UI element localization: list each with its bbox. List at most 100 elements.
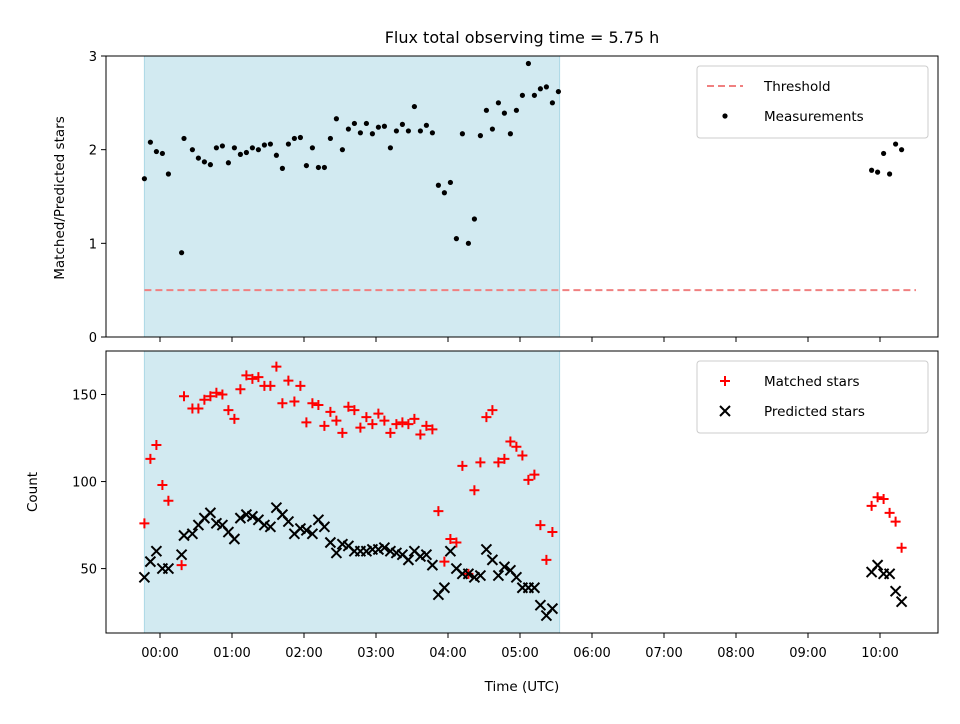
measurement-point bbox=[447, 179, 453, 186]
measurement-point bbox=[249, 145, 255, 151]
matched-stars-point bbox=[205, 391, 216, 402]
measurement-point bbox=[231, 145, 237, 151]
measurement-point bbox=[501, 110, 507, 116]
measurement-point bbox=[381, 123, 387, 129]
predicted-stars-point bbox=[204, 507, 217, 519]
matched-stars-point bbox=[151, 440, 162, 450]
measurement-point bbox=[405, 128, 411, 134]
measurement-point bbox=[875, 169, 881, 175]
matched-stars-point bbox=[433, 506, 444, 517]
predicted-stars-point bbox=[883, 568, 896, 580]
predicted-stars-point bbox=[444, 545, 457, 557]
matched-stars-point bbox=[223, 405, 234, 416]
matched-stars-point bbox=[403, 419, 414, 430]
measurement-point bbox=[423, 122, 429, 128]
x-tick-label: 00:00 bbox=[141, 646, 178, 661]
matched-stars-point bbox=[247, 373, 258, 384]
matched-stars-point bbox=[283, 375, 294, 386]
predicted-stars-point bbox=[486, 554, 499, 566]
legend-predicted-swatch bbox=[719, 405, 731, 417]
measurement-point bbox=[279, 165, 285, 171]
measurement-point bbox=[219, 143, 225, 149]
measurement-point bbox=[363, 120, 369, 127]
predicted-stars-point bbox=[420, 548, 433, 561]
matched-stars-point bbox=[139, 518, 150, 529]
measurement-point bbox=[207, 162, 213, 168]
measurement-point bbox=[881, 150, 887, 157]
matched-stars-point bbox=[890, 516, 901, 527]
measurement-point bbox=[237, 151, 243, 157]
predicted-stars-point bbox=[306, 528, 319, 540]
measurement-point bbox=[453, 236, 459, 242]
legend-label: Measurements bbox=[764, 109, 864, 125]
x-tick-label: 09:00 bbox=[789, 646, 826, 661]
plot-area-1 bbox=[138, 361, 908, 622]
predicted-stars-point bbox=[438, 582, 451, 594]
predicted-stars-point bbox=[895, 595, 908, 608]
measurement-point bbox=[887, 171, 893, 177]
y-tick-label: 150 bbox=[72, 389, 97, 404]
measurement-point bbox=[411, 103, 417, 110]
matched-stars-point bbox=[523, 474, 534, 485]
matched-stars-point bbox=[499, 453, 510, 464]
matched-stars-point bbox=[505, 436, 516, 447]
predicted-stars-point bbox=[186, 528, 199, 540]
matched-stars-point bbox=[872, 492, 883, 503]
measurement-point bbox=[555, 88, 562, 95]
y-tick-label: 50 bbox=[80, 563, 97, 578]
measurement-point bbox=[345, 126, 351, 132]
matched-stars-point bbox=[277, 398, 288, 409]
measurement-point bbox=[213, 145, 219, 151]
measurement-point bbox=[507, 131, 513, 137]
measurement-point bbox=[321, 164, 327, 171]
x-tick-label: 10:00 bbox=[861, 646, 898, 661]
measurement-point bbox=[195, 155, 201, 161]
measurement-point bbox=[333, 116, 339, 122]
measurement-point bbox=[417, 128, 423, 134]
matched-stars-point bbox=[235, 384, 246, 395]
measurement-point bbox=[255, 147, 261, 153]
measurement-point bbox=[549, 100, 556, 106]
matched-stars-point bbox=[517, 450, 528, 461]
matched-stars-point bbox=[427, 424, 438, 435]
bottom-y-axis-label: Count bbox=[25, 472, 41, 512]
legend-label: Threshold bbox=[763, 79, 831, 95]
predicted-stars-point bbox=[175, 548, 188, 561]
measurement-point bbox=[489, 126, 495, 132]
x-tick-label: 08:00 bbox=[717, 646, 754, 661]
measurement-point bbox=[303, 162, 309, 169]
matched-stars-point bbox=[265, 380, 276, 391]
measurement-point bbox=[893, 141, 899, 147]
matched-stars-point bbox=[511, 441, 522, 452]
matched-stars-point bbox=[445, 534, 456, 544]
measurement-point bbox=[297, 134, 303, 141]
measurement-point bbox=[179, 250, 185, 256]
x-axis-label: Time (UTC) bbox=[484, 679, 560, 695]
measurement-point bbox=[315, 164, 321, 171]
measurement-point bbox=[459, 131, 465, 137]
predicted-stars-point bbox=[462, 568, 475, 580]
legend-label: Predicted stars bbox=[764, 404, 865, 420]
measurement-point bbox=[141, 176, 147, 182]
top-y-axis-label: Matched/Predicted stars bbox=[52, 116, 68, 279]
measurement-point bbox=[181, 135, 187, 142]
matched-stars-point bbox=[343, 401, 354, 412]
predicted-stars-point bbox=[228, 533, 241, 545]
matched-stars-point bbox=[193, 403, 204, 414]
predicted-stars-point bbox=[402, 554, 415, 566]
measurement-point bbox=[435, 182, 441, 188]
measurement-point bbox=[387, 145, 393, 151]
matched-stars-point bbox=[325, 406, 336, 417]
predicted-stars-point bbox=[889, 585, 902, 597]
matched-stars-point bbox=[229, 413, 240, 424]
matched-stars-point bbox=[373, 408, 384, 419]
predicted-stars-point bbox=[162, 562, 175, 575]
matched-stars-point bbox=[385, 427, 396, 438]
measurement-point bbox=[519, 92, 526, 98]
x-tick-label: 07:00 bbox=[645, 646, 682, 661]
matched-stars-point bbox=[367, 419, 378, 430]
matched-stars-point bbox=[337, 427, 348, 438]
predicted-stars-point bbox=[324, 536, 337, 549]
measurement-point bbox=[291, 135, 297, 142]
matched-stars-point bbox=[866, 500, 877, 511]
